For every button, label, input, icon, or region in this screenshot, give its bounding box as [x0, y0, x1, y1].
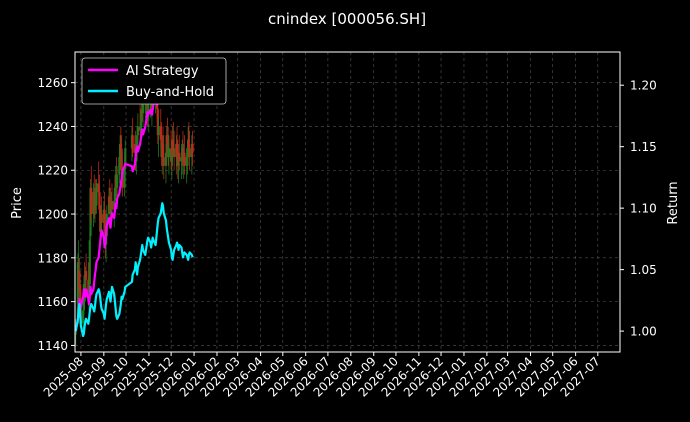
- candle-body: [166, 135, 169, 144]
- candle-body: [119, 143, 122, 158]
- candle-body: [170, 152, 173, 162]
- candle-body: [167, 148, 171, 158]
- candle-body: [172, 148, 176, 158]
- y-tick-label: 1240: [37, 120, 68, 134]
- y-tick-label: 1200: [37, 208, 68, 222]
- candle-body: [136, 126, 139, 136]
- y-tick-label: 1260: [37, 76, 68, 90]
- y-tick-label: 1160: [37, 295, 68, 309]
- candle-body: [103, 209, 106, 228]
- candle-body: [98, 192, 101, 210]
- candle-body: [113, 200, 116, 210]
- candle-body: [78, 270, 81, 289]
- y2-tick-label: 1.05: [630, 263, 657, 277]
- candle-body: [187, 139, 190, 149]
- candle-body: [139, 122, 142, 131]
- candle-body: [161, 143, 165, 158]
- series-line-buy-and-hold: [74, 202, 194, 338]
- right-axis-ticks: 1.00 1.05 1.10 1.15 1.20: [620, 79, 657, 339]
- plot-frame: [74, 51, 621, 353]
- candle-body: [156, 108, 159, 136]
- legend-label-ai-strategy: AI Strategy: [126, 64, 199, 79]
- candle-body: [188, 148, 191, 158]
- y-tick-label: 1220: [37, 164, 68, 178]
- y2-tick-label: 1.10: [630, 202, 657, 216]
- legend-label-buy-and-hold: Buy-and-Hold: [126, 85, 214, 100]
- candle-body: [88, 240, 91, 285]
- candle-body: [113, 187, 117, 201]
- candle-body: [95, 183, 98, 206]
- candle-body: [185, 157, 188, 166]
- candle-body: [150, 100, 154, 109]
- candle-body: [131, 135, 134, 153]
- candle-body: [164, 152, 168, 166]
- candle-body: [119, 143, 122, 149]
- y2-tick-label: 1.20: [630, 79, 657, 93]
- candle-body: [84, 270, 87, 293]
- candle-body: [79, 284, 82, 311]
- candle-body: [120, 148, 123, 171]
- candle-body: [141, 104, 145, 114]
- candle-body: [172, 139, 175, 149]
- y2-tick-label: 1.15: [630, 140, 657, 154]
- left-axis-ticks: 1140 1160 1180 1200 1220 1240 1260: [37, 76, 75, 353]
- chart-title: cnindex [000056.SH]: [268, 10, 426, 28]
- candle-body: [74, 327, 77, 335]
- y2-tick-label: 1.00: [630, 325, 657, 339]
- candle-body: [136, 135, 139, 149]
- candle-body: [87, 284, 91, 298]
- candle-body: [124, 148, 127, 166]
- candle-body: [159, 126, 162, 140]
- candle-body: [76, 262, 80, 324]
- candle-body: [90, 187, 93, 215]
- candle-body: [180, 157, 183, 162]
- candle-body: [82, 310, 85, 324]
- y-axis-label: Price: [10, 187, 25, 219]
- candle-body: [116, 174, 119, 188]
- candle-body: [118, 157, 121, 175]
- candle-body: [97, 183, 100, 193]
- candle-body: [162, 157, 165, 166]
- y-tick-label: 1180: [37, 251, 68, 265]
- candle-body: [183, 152, 186, 166]
- candle-body: [108, 196, 111, 206]
- candle-body: [147, 104, 150, 118]
- candle-body: [186, 148, 189, 158]
- candle-body: [191, 143, 194, 153]
- candle-body: [175, 143, 179, 158]
- y2-axis-label: Return: [666, 181, 681, 224]
- candle-body: [100, 214, 103, 223]
- candle-body: [84, 270, 88, 280]
- y-tick-label: 1140: [37, 339, 68, 353]
- candle-body: [178, 152, 181, 162]
- candle-body: [123, 165, 126, 188]
- candle-body: [140, 108, 143, 123]
- candle-body: [110, 200, 114, 210]
- candle-body: [157, 126, 160, 136]
- legend: AI Strategy Buy-and-Hold: [81, 57, 227, 105]
